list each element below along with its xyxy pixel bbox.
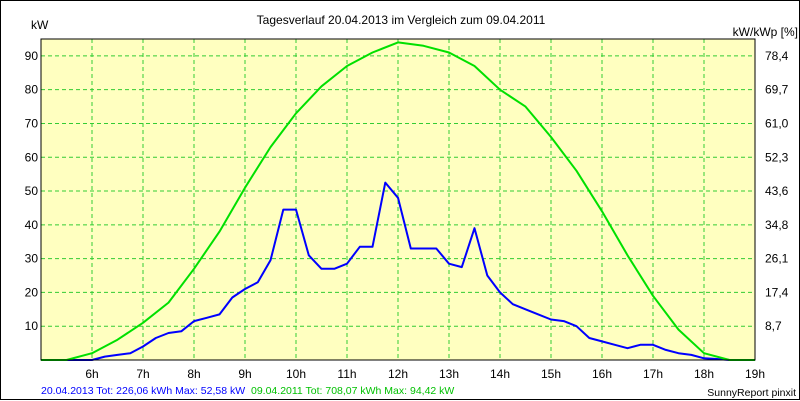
x-tick-label: 15h [541,367,561,381]
y-tick-label-right: 52,3 [765,150,789,164]
y-tick-label-right: 69,7 [765,83,789,97]
y-tick-label-left: 40 [25,218,39,232]
footer-series1-summary: 20.04.2013 Tot: 226,06 kWh Max: 52,58 kW [41,385,245,397]
x-tick-label: 11h [337,367,356,381]
y-axis-right-label: kW/kWp [%] [733,25,798,39]
x-tick-label: 10h [286,367,306,381]
footer-series2-stats: Tot: 708,07 kWh Max: 94,42 kW [306,385,455,397]
x-tick-label: 12h [388,367,408,381]
y-axis-left-label: kW [31,18,49,32]
y-tick-label-right: 34,8 [765,218,789,232]
x-tick-label: 9h [238,367,251,381]
footer-credit: SunnyReport pinxit [707,387,796,399]
series-line-1 [41,181,755,361]
y-tick-label-left: 30 [25,252,39,266]
y-tick-label-left: 60 [25,150,39,164]
y-tick-label-right: 61,0 [765,116,789,130]
y-tick-label-right: 8,7 [765,319,782,333]
plot-border [40,38,756,361]
x-tick-label: 18h [694,367,714,381]
x-tick-label: 6h [85,367,98,381]
y-tick-label-right: 43,6 [765,184,789,198]
footer-series1-label: 20.04.2013 [41,385,94,397]
footer-series2-label: 09.04.2011 [251,385,303,397]
y-tick-label-right: 26,1 [765,252,789,266]
x-tick-label: 17h [643,367,663,381]
chart-title: Tagesverlauf 20.04.2013 im Vergleich zum… [257,13,546,27]
x-tick-label: 19h [745,367,765,381]
footer-series1-stats: Tot: 226,06 kWh Max: 52,58 kW [96,385,245,397]
x-tick-label: 16h [592,367,612,381]
y-tick-label-left: 20 [25,285,39,299]
y-tick-label-left: 70 [25,116,39,130]
series-line-2 [41,41,755,361]
x-tick-label: 8h [187,367,200,381]
y-tick-label-right: 78,4 [765,49,789,63]
x-tick-label: 13h [439,367,459,381]
y-tick-label-left: 80 [25,83,39,97]
y-tick-label-left: 50 [25,184,39,198]
x-tick-label: 14h [490,367,510,381]
footer-series2-summary: 09.04.2011 Tot: 708,07 kWh Max: 94,42 kW [251,385,454,397]
y-tick-label-left: 10 [25,319,39,333]
y-tick-label-left: 90 [25,49,39,63]
y-tick-label-right: 17,4 [765,285,789,299]
x-tick-label: 7h [136,367,149,381]
